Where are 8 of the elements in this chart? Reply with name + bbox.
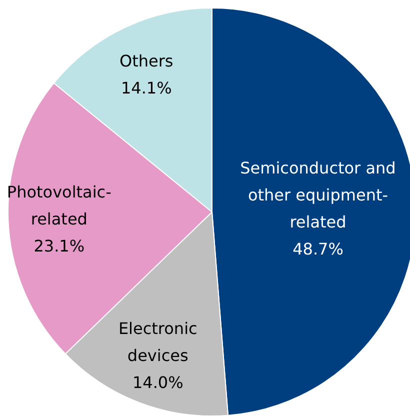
slice-label: Others — [119, 50, 174, 70]
slice-label: Semiconductor and other equipment- related — [240, 158, 396, 231]
data-label: 14.1% — [120, 78, 172, 97]
data-label: 23.1% — [34, 236, 85, 255]
slice-label: Photovoltaic- related — [6, 182, 112, 228]
data-label: 14.0% — [132, 372, 184, 392]
slice-label: Electronic devices — [118, 318, 198, 365]
data-label: 48.7% — [292, 238, 344, 258]
